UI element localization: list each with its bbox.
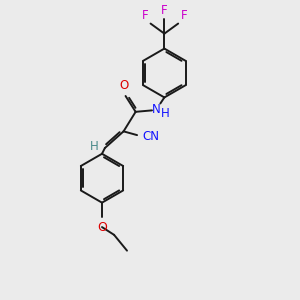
Text: H: H	[90, 140, 98, 153]
Text: H: H	[161, 107, 170, 120]
Text: F: F	[142, 9, 148, 22]
Text: O: O	[97, 221, 107, 234]
Text: F: F	[181, 9, 187, 22]
Text: O: O	[120, 79, 129, 92]
Text: N: N	[152, 103, 161, 116]
Text: F: F	[161, 4, 168, 17]
Text: CN: CN	[142, 130, 159, 143]
